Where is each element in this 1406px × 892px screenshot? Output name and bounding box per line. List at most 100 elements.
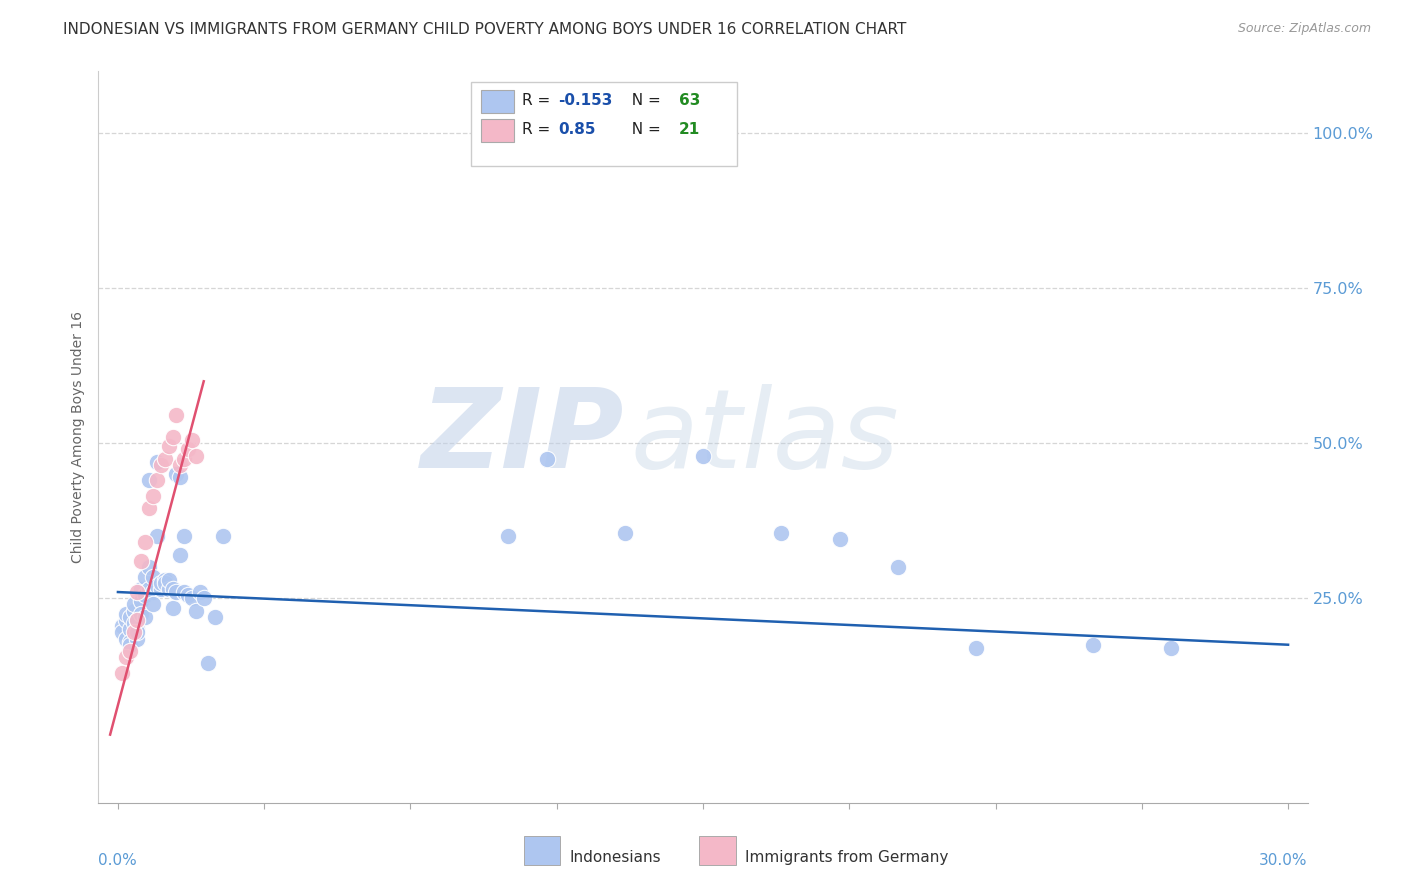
Point <box>614 526 637 541</box>
Point <box>153 573 176 587</box>
Point <box>118 638 141 652</box>
Text: -0.153: -0.153 <box>558 93 612 108</box>
Point <box>193 591 215 606</box>
Point <box>142 598 165 612</box>
Point <box>142 489 165 503</box>
Point <box>131 582 153 596</box>
Point <box>127 632 149 646</box>
Text: Immigrants from Germany: Immigrants from Germany <box>745 850 949 865</box>
Point <box>127 622 149 636</box>
Point <box>197 657 219 671</box>
Text: Source: ZipAtlas.com: Source: ZipAtlas.com <box>1237 22 1371 36</box>
Point <box>165 409 187 423</box>
Point <box>162 582 184 596</box>
FancyBboxPatch shape <box>524 836 561 865</box>
Point <box>157 439 180 453</box>
Text: N =: N = <box>621 122 665 137</box>
Point <box>149 458 172 472</box>
Point <box>118 634 141 648</box>
Point <box>173 529 195 543</box>
Text: 63: 63 <box>679 93 700 108</box>
Point <box>536 451 558 466</box>
Point <box>692 449 714 463</box>
Point <box>127 613 149 627</box>
Point <box>153 451 176 466</box>
Point <box>122 598 145 612</box>
Point <box>142 585 165 599</box>
Text: N =: N = <box>621 93 665 108</box>
Text: INDONESIAN VS IMMIGRANTS FROM GERMANY CHILD POVERTY AMONG BOYS UNDER 16 CORRELAT: INDONESIAN VS IMMIGRANTS FROM GERMANY CH… <box>63 22 907 37</box>
Point <box>114 613 136 627</box>
Point <box>212 529 235 543</box>
Point <box>177 442 200 457</box>
Point <box>138 560 160 574</box>
Point <box>122 625 145 640</box>
Point <box>173 451 195 466</box>
Point <box>965 640 987 655</box>
Point <box>184 604 207 618</box>
Point <box>111 625 134 640</box>
FancyBboxPatch shape <box>481 90 515 113</box>
Text: 30.0%: 30.0% <box>1260 853 1308 868</box>
Point <box>146 455 169 469</box>
Point <box>177 588 200 602</box>
Point <box>118 644 141 658</box>
Point <box>769 526 792 541</box>
Point <box>828 533 851 547</box>
Point <box>127 585 149 599</box>
Point <box>138 501 160 516</box>
FancyBboxPatch shape <box>699 836 735 865</box>
Point <box>111 619 134 633</box>
Point <box>181 433 204 447</box>
Point <box>162 600 184 615</box>
Point <box>157 582 180 596</box>
Point <box>114 650 136 665</box>
Point <box>134 588 156 602</box>
Point <box>169 548 191 562</box>
Point <box>173 585 195 599</box>
Text: ZIP: ZIP <box>420 384 624 491</box>
Point <box>131 554 153 568</box>
Point <box>134 610 156 624</box>
Point <box>157 573 180 587</box>
Text: 21: 21 <box>679 122 700 137</box>
Text: R =: R = <box>522 93 555 108</box>
Point <box>165 467 187 482</box>
Point <box>181 591 204 606</box>
Point <box>169 470 191 484</box>
Point <box>118 622 141 636</box>
Point <box>165 585 187 599</box>
Text: R =: R = <box>522 122 555 137</box>
Text: Indonesians: Indonesians <box>569 850 662 865</box>
Point <box>887 560 910 574</box>
Point <box>146 579 169 593</box>
Point <box>127 613 149 627</box>
Point <box>188 585 211 599</box>
Point <box>142 569 165 583</box>
Point <box>127 625 149 640</box>
FancyBboxPatch shape <box>481 119 515 143</box>
Point <box>114 607 136 621</box>
Point <box>138 582 160 596</box>
Point <box>1081 638 1104 652</box>
Text: 0.85: 0.85 <box>558 122 595 137</box>
Text: atlas: atlas <box>630 384 898 491</box>
Point <box>153 575 176 590</box>
Point <box>111 665 134 680</box>
Point <box>131 607 153 621</box>
Text: 0.0%: 0.0% <box>98 853 138 868</box>
Point <box>138 474 160 488</box>
Point <box>1160 640 1182 655</box>
Point <box>122 615 145 630</box>
Point <box>149 575 172 590</box>
Point <box>118 610 141 624</box>
FancyBboxPatch shape <box>471 82 737 167</box>
Point <box>114 632 136 646</box>
Point <box>162 430 184 444</box>
Point <box>131 594 153 608</box>
Y-axis label: Child Poverty Among Boys Under 16: Child Poverty Among Boys Under 16 <box>72 311 86 563</box>
Point <box>134 569 156 583</box>
Point <box>122 604 145 618</box>
Point <box>146 474 169 488</box>
Point <box>149 582 172 596</box>
